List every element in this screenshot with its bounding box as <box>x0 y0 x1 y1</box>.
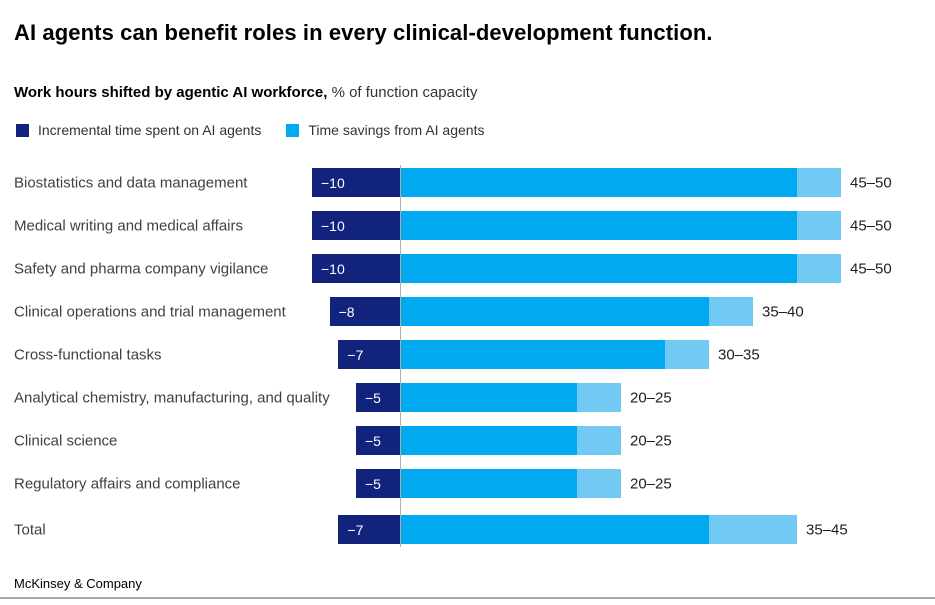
incremental-bar: −10 <box>312 254 400 283</box>
category-label: Analytical chemistry, manufacturing, and… <box>14 389 330 406</box>
savings-segment-lower <box>401 254 797 283</box>
savings-segment-lower <box>401 426 577 455</box>
savings-bar <box>401 383 621 412</box>
savings-segment-upper <box>709 515 797 544</box>
savings-segment-upper <box>797 254 841 283</box>
incremental-bar: −7 <box>338 515 400 544</box>
incremental-bar: −5 <box>356 383 400 412</box>
brand-footer: McKinsey & Company <box>14 576 142 591</box>
savings-bar <box>401 469 621 498</box>
chart-subtitle: Work hours shifted by agentic AI workfor… <box>14 84 477 101</box>
incremental-bar: −10 <box>312 168 400 197</box>
savings-segment-upper <box>797 211 841 240</box>
savings-segment-lower <box>401 340 665 369</box>
savings-segment-upper <box>709 297 753 326</box>
savings-segment-lower <box>401 168 797 197</box>
legend-label-incremental: Incremental time spent on AI agents <box>38 122 262 138</box>
savings-segment-upper <box>665 340 709 369</box>
category-label: Cross-functional tasks <box>14 346 162 363</box>
category-label: Safety and pharma company vigilance <box>14 260 269 277</box>
range-value-label: 35–40 <box>762 303 804 320</box>
category-label: Total <box>14 521 46 538</box>
category-label: Regulatory affairs and compliance <box>14 475 241 492</box>
legend-item-incremental: Incremental time spent on AI agents <box>16 122 261 138</box>
incremental-bar: −5 <box>356 426 400 455</box>
savings-bar <box>401 168 841 197</box>
chart-row: Clinical operations and trial management… <box>0 290 935 333</box>
savings-bar <box>401 515 797 544</box>
legend-swatch-savings-icon <box>286 123 300 137</box>
zero-axis-line <box>400 165 401 547</box>
range-value-label: 20–25 <box>630 432 672 449</box>
page-title: AI agents can benefit roles in every cli… <box>14 20 713 45</box>
savings-segment-upper <box>577 469 621 498</box>
chart-row-total: Total −7 35–45 <box>0 508 935 551</box>
incremental-bar: −8 <box>329 297 400 326</box>
legend-swatch-incremental-icon <box>16 123 29 137</box>
savings-segment-lower <box>401 515 709 544</box>
bottom-rule <box>0 597 935 599</box>
chart-row: Safety and pharma company vigilance −10 45… <box>0 247 935 290</box>
chart-subtitle-bold: Work hours shifted by agentic AI workfor… <box>14 84 328 101</box>
savings-segment-lower <box>401 211 797 240</box>
range-value-label: 20–25 <box>630 389 672 406</box>
chart-row: Biostatistics and data management −10 45–5… <box>0 161 935 204</box>
legend-item-savings: Time savings from AI agents <box>286 122 484 138</box>
savings-bar <box>401 426 621 455</box>
legend: Incremental time spent on AI agents Time… <box>16 122 509 138</box>
savings-bar <box>401 340 709 369</box>
savings-segment-upper <box>797 168 841 197</box>
chart-subtitle-units: % of function capacity <box>331 84 478 101</box>
savings-bar <box>401 297 753 326</box>
incremental-bar: −10 <box>312 211 400 240</box>
chart-row: Cross-functional tasks −7 30–35 <box>0 333 935 376</box>
range-value-label: 45–50 <box>850 217 892 234</box>
chart-row: Analytical chemistry, manufacturing, and… <box>0 376 935 419</box>
range-value-label: 45–50 <box>850 174 892 191</box>
range-value-label: 45–50 <box>850 260 892 277</box>
savings-bar <box>401 211 841 240</box>
incremental-bar: −7 <box>338 340 400 369</box>
incremental-bar: −5 <box>356 469 400 498</box>
legend-label-savings: Time savings from AI agents <box>308 122 485 138</box>
chart-row: Regulatory affairs and compliance −5 20–25 <box>0 462 935 505</box>
savings-segment-upper <box>577 383 621 412</box>
category-label: Clinical science <box>14 432 118 449</box>
category-label: Clinical operations and trial management <box>14 303 286 320</box>
savings-segment-upper <box>577 426 621 455</box>
range-value-label: 20–25 <box>630 475 672 492</box>
range-value-label: 30–35 <box>718 346 760 363</box>
savings-bar <box>401 254 841 283</box>
category-label: Medical writing and medical affairs <box>14 217 243 234</box>
bar-chart: Biostatistics and data management −10 45–5… <box>0 161 935 553</box>
category-label: Biostatistics and data management <box>14 174 248 191</box>
chart-row: Medical writing and medical affairs −10 45… <box>0 204 935 247</box>
savings-segment-lower <box>401 383 577 412</box>
savings-segment-lower <box>401 297 709 326</box>
savings-segment-lower <box>401 469 577 498</box>
range-value-label: 35–45 <box>806 521 848 538</box>
chart-row: Clinical science −5 20–25 <box>0 419 935 462</box>
